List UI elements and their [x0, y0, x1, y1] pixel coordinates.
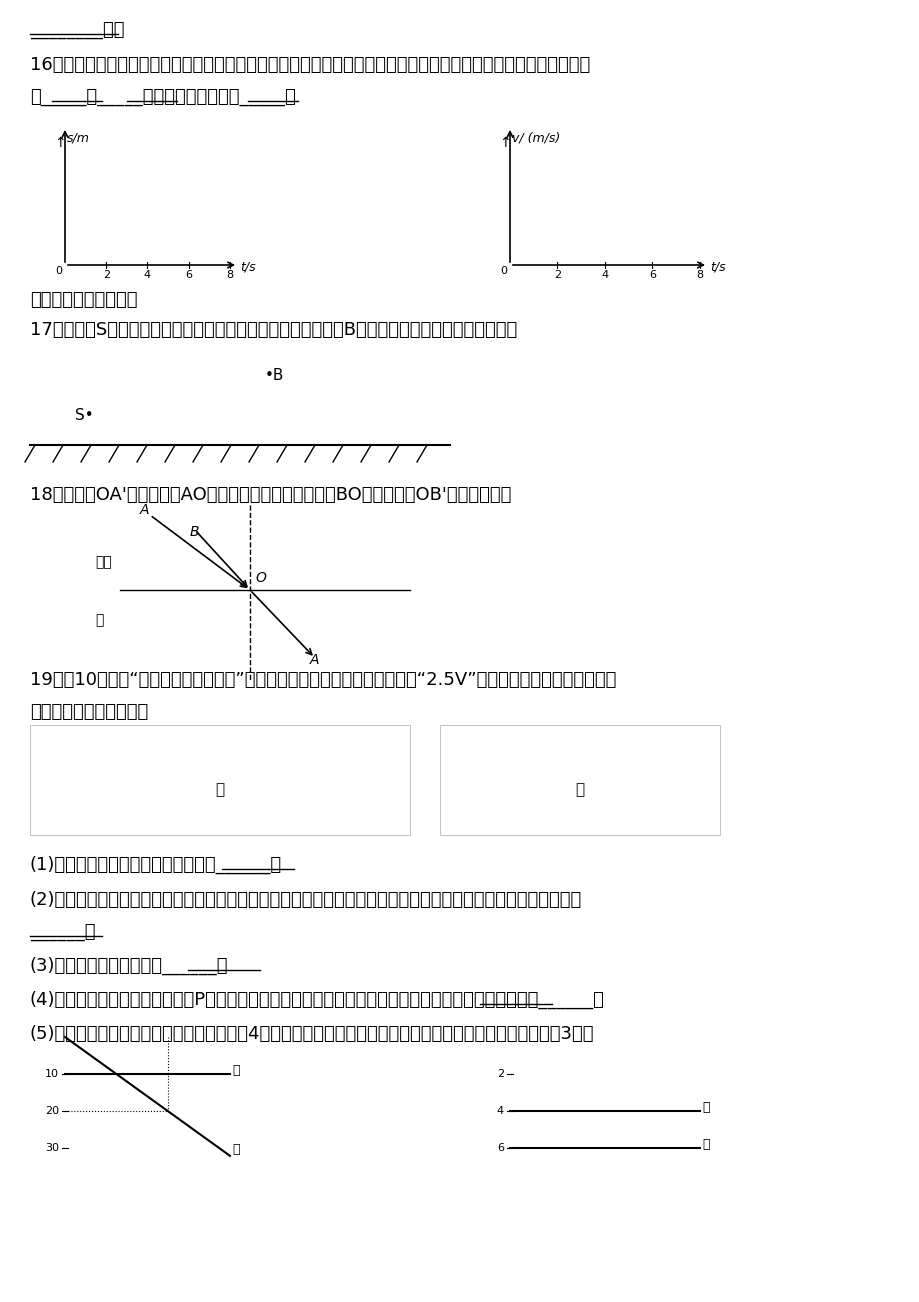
Text: 0: 0 [500, 266, 507, 276]
Text: 丁: 丁 [232, 1064, 239, 1077]
Text: ________热。: ________热。 [30, 21, 124, 39]
Text: 20: 20 [45, 1107, 59, 1116]
Text: 甲: 甲 [232, 1143, 239, 1156]
Text: A: A [140, 503, 149, 517]
Text: 4: 4 [601, 270, 607, 280]
Text: (1)测量小灯泡电功率的实验原理是：______；: (1)测量小灯泡电功率的实验原理是：______； [30, 855, 282, 874]
Bar [30, 725, 410, 835]
Text: t/s: t/s [709, 260, 725, 273]
Text: (3)连接电路时，开关应该______；: (3)连接电路时，开关应该______； [30, 957, 228, 975]
Text: 16．甲、乙、丙、丁四辆小车在同一平直公路上运动，它们运动的图象如图所示，由图象可知：运动速度相同的小车: 16．甲、乙、丙、丁四辆小车在同一平直公路上运动，它们运动的图象如图所示，由图象… [30, 56, 590, 74]
Bar [439, 725, 720, 835]
Text: v/ (m/s): v/ (m/s) [512, 132, 560, 145]
Text: 10: 10 [45, 1069, 59, 1079]
Text: 4: 4 [143, 270, 151, 280]
Text: 2: 2 [496, 1069, 504, 1079]
Text: 8: 8 [226, 270, 233, 280]
Text: s/m: s/m [67, 132, 90, 145]
Text: 6: 6 [185, 270, 192, 280]
Text: 连接的电路如图甲所示。: 连接的电路如图甲所示。 [30, 703, 148, 721]
Text: (5)经检查电路连接正确后，小明连续进行了4次测量，并把测量的数据和观察到的现象填写在表格里，其中第3次测: (5)经检查电路连接正确后，小明连续进行了4次测量，并把测量的数据和观察到的现象… [30, 1025, 594, 1043]
Text: 0: 0 [55, 266, 62, 276]
Text: 17．如图，S是平面镜前一点光源，做出经过平面镜反射后的过B点的一条反射光线并完成光路图。: 17．如图，S是平面镜前一点光源，做出经过平面镜反射后的过B点的一条反射光线并完… [30, 322, 516, 339]
Text: ↑: ↑ [54, 135, 66, 150]
Text: 四、作图、实验探究题: 四、作图、实验探究题 [30, 292, 137, 309]
Text: O: O [255, 572, 266, 585]
Text: 30: 30 [45, 1143, 59, 1154]
Text: 8: 8 [696, 270, 703, 280]
Text: 4: 4 [496, 1107, 504, 1116]
Text: 2: 2 [103, 270, 109, 280]
Text: ______；: ______； [30, 923, 96, 941]
Text: ↑: ↑ [499, 135, 510, 150]
Text: 18．图中，OA'是入射光线AO的折射光线，画出入射光线BO的折射光线OB'的大致位置。: 18．图中，OA'是入射光线AO的折射光线，画出入射光线BO的折射光线OB'的大… [30, 486, 511, 504]
Text: 2: 2 [553, 270, 561, 280]
Text: 空气: 空气 [95, 555, 111, 569]
Text: 是_____和_____；速度最快的小车是_____。: 是_____和_____；速度最快的小车是_____。 [30, 89, 296, 105]
Text: •B: •B [265, 367, 284, 383]
Text: 19．（10分）在“测定小灯泡的电功率”的实验中，小明同学选取了一个标有“2.5V”的小灯泡和必要的实验器材，: 19．（10分）在“测定小灯泡的电功率”的实验中，小明同学选取了一个标有“2.5… [30, 671, 616, 689]
Text: (2)电路中缺少两根导线，请你用笔画线代替导线，将图甲中电路连接完整（要求：滑片向右滑动时，小灯泡变暗）: (2)电路中缺少两根导线，请你用笔画线代替导线，将图甲中电路连接完整（要求：滑片… [30, 891, 582, 909]
Text: A: A [310, 654, 319, 667]
Text: 甲: 甲 [215, 783, 224, 798]
Text: 6: 6 [648, 270, 655, 280]
Text: 水: 水 [95, 613, 103, 628]
Text: B: B [190, 525, 199, 539]
Text: 丙: 丙 [701, 1101, 709, 1115]
Text: 乙: 乙 [574, 783, 584, 798]
Text: (4)闭合开关，移动变阵器的滑片P，观察到电流表有示数，小灯泡不亮，且电压表无示数，其原因可能是______；: (4)闭合开关，移动变阵器的滑片P，观察到电流表有示数，小灯泡不亮，且电压表无示… [30, 991, 604, 1009]
Text: t/s: t/s [240, 260, 255, 273]
Text: S•: S• [75, 408, 94, 423]
Text: 乙: 乙 [701, 1138, 709, 1151]
Text: 6: 6 [496, 1143, 504, 1154]
